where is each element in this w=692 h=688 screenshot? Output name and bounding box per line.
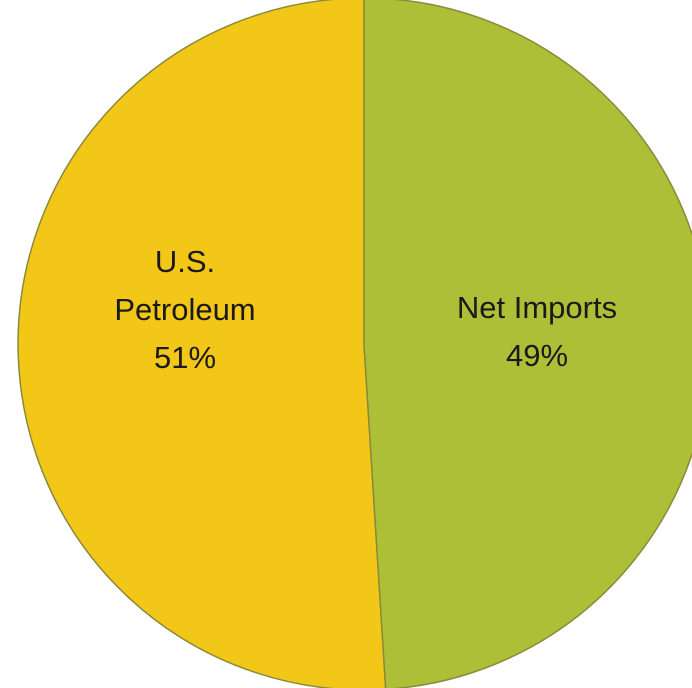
slice-value-label-0: 51% xyxy=(154,340,216,375)
pie-slice-1 xyxy=(363,0,692,688)
pie-slice-0 xyxy=(17,0,387,688)
slice-category-label-0-0: U.S. xyxy=(155,244,215,279)
slice-value-label-1: 49% xyxy=(506,338,568,373)
slice-category-label-1-0: Net Imports xyxy=(457,290,617,325)
slice-category-label-0-1: Petroleum xyxy=(114,292,255,327)
pie-slices xyxy=(17,0,692,688)
pie-labels: U.S. Petroleum 51% Net Imports 49% xyxy=(114,244,617,375)
